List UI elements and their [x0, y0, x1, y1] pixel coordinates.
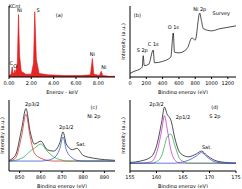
svg-text:Ni 2p: Ni 2p [87, 113, 100, 120]
svg-text:170: 170 [205, 174, 215, 180]
svg-text:850: 850 [15, 174, 25, 180]
svg-text:860: 860 [36, 174, 46, 180]
svg-text:Ni: Ni [101, 64, 106, 70]
svg-text:2p3/2: 2p3/2 [25, 101, 39, 108]
svg-text:S 2p: S 2p [137, 47, 148, 54]
svg-text:155: 155 [125, 174, 135, 180]
svg-text:2p1/2: 2p1/2 [59, 124, 73, 131]
svg-text:Sat.: Sat. [76, 141, 86, 147]
svg-text:Ni: Ni [90, 51, 95, 57]
svg-text:Sat.: Sat. [202, 144, 212, 150]
svg-text:Binding energy (eV): Binding energy (eV) [158, 183, 208, 188]
svg-text:200: 200 [142, 80, 152, 86]
svg-text:C 1s: C 1s [148, 41, 159, 47]
svg-text:(b): (b) [134, 12, 141, 18]
svg-text:S: S [36, 7, 39, 13]
svg-text:890: 890 [100, 174, 110, 180]
svg-text:(d): (d) [211, 104, 218, 110]
svg-text:KCnt: KCnt [8, 3, 21, 9]
svg-text:6.00: 6.00 [70, 80, 81, 86]
svg-text:2.00: 2.00 [26, 80, 37, 86]
svg-text:400: 400 [158, 80, 168, 86]
svg-text:C: C [9, 59, 13, 66]
svg-text:(a): (a) [56, 12, 63, 18]
svg-text:Ni 2p: Ni 2p [193, 6, 206, 13]
svg-text:1000: 1000 [205, 80, 218, 86]
svg-text:Binding energy (eV): Binding energy (eV) [158, 89, 208, 94]
svg-text:Binding energy (eV): Binding energy (eV) [37, 183, 87, 188]
svg-text:600: 600 [174, 80, 184, 86]
svg-text:4.00: 4.00 [48, 80, 59, 86]
svg-text:Survey: Survey [213, 10, 230, 17]
svg-text:O 1s: O 1s [168, 24, 180, 30]
svg-text:870: 870 [57, 174, 67, 180]
svg-text:(c): (c) [90, 104, 97, 110]
svg-text:0.00: 0.00 [8, 80, 15, 86]
svg-text:S 2p: S 2p [209, 113, 220, 120]
svg-text:2p3/2: 2p3/2 [149, 101, 163, 108]
svg-text:8.00: 8.00 [93, 80, 104, 86]
svg-text:160: 160 [152, 174, 162, 180]
svg-text:165: 165 [178, 174, 188, 180]
svg-text:800: 800 [190, 80, 200, 86]
svg-text:880: 880 [78, 174, 88, 180]
svg-text:Intensity (a.u.): Intensity (a.u.) [121, 23, 127, 60]
svg-text:O: O [13, 63, 17, 69]
svg-text:1200: 1200 [221, 80, 234, 86]
svg-text:175: 175 [231, 174, 234, 180]
svg-text:Intensity (a.u.): Intensity (a.u.) [121, 117, 127, 154]
svg-text:0: 0 [128, 80, 131, 86]
svg-text:Energy - keV: Energy - keV [46, 89, 78, 94]
svg-text:2p1/2: 2p1/2 [176, 114, 190, 121]
svg-text:Ni: Ni [17, 7, 22, 13]
